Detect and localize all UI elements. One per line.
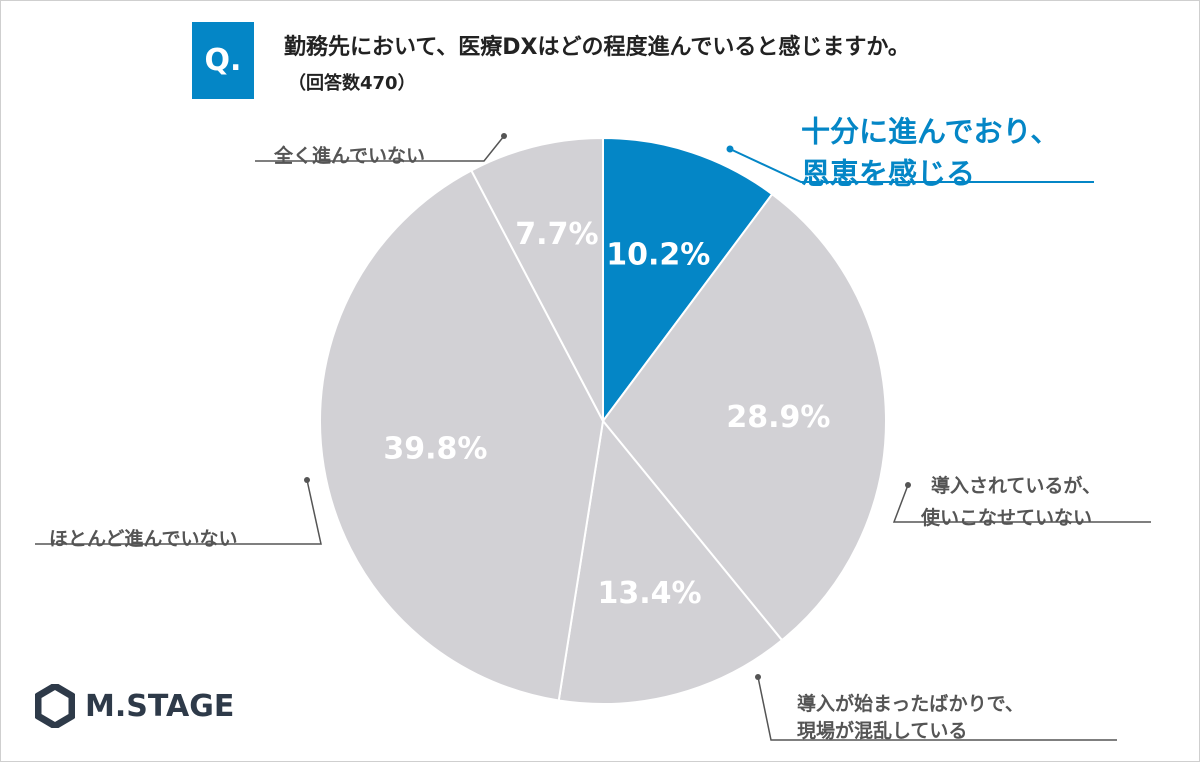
pie-slice-4 [319,169,605,702]
category-label-5-line-1: 全く進んでいない [273,144,425,167]
question-badge: Q. [192,22,254,99]
hexagon-logo-icon [35,684,75,728]
pie-slice-3 [557,418,784,705]
value-label-4: 39.8% [383,432,487,467]
pie-slice-1 [602,136,774,425]
category-label-2-line-1: 導入されているが、 [931,474,1101,497]
category-label-1-line-2: 恩恵を感じる [801,157,975,191]
value-label-1: 10.2% [606,237,710,272]
value-label-3: 13.4% [597,576,701,611]
leader-line-4 [35,479,322,545]
category-label-3-line-1: 導入が始まったばかりで、 [797,692,1024,715]
leader-line-5 [255,135,505,162]
category-label-2-line-2: 使いこなせていない [920,507,1092,529]
brand-logo-text: M.STAGE [85,688,235,724]
value-label-2: 28.9% [726,400,830,435]
value-label-5: 7.7% [515,217,598,252]
leader-line-3 [757,676,1117,741]
category-label-1-line-1: 十分に進んでおり、 [801,115,1059,149]
category-label-4-line-1: ほとんど進んでいない [49,528,237,550]
respondent-count: （回答数470） [288,73,416,94]
pie-slice-5 [470,136,604,422]
leader-line-1 [729,148,1094,183]
brand-logo: M.STAGE [35,684,234,728]
question-text: 勤務先において、医療DXはどの程度進んでいると感じますか。 [284,35,910,60]
pie-slice-2 [601,192,887,642]
leader-line-2 [892,484,1151,523]
category-label-3-line-2: 現場が混乱している [797,719,967,742]
